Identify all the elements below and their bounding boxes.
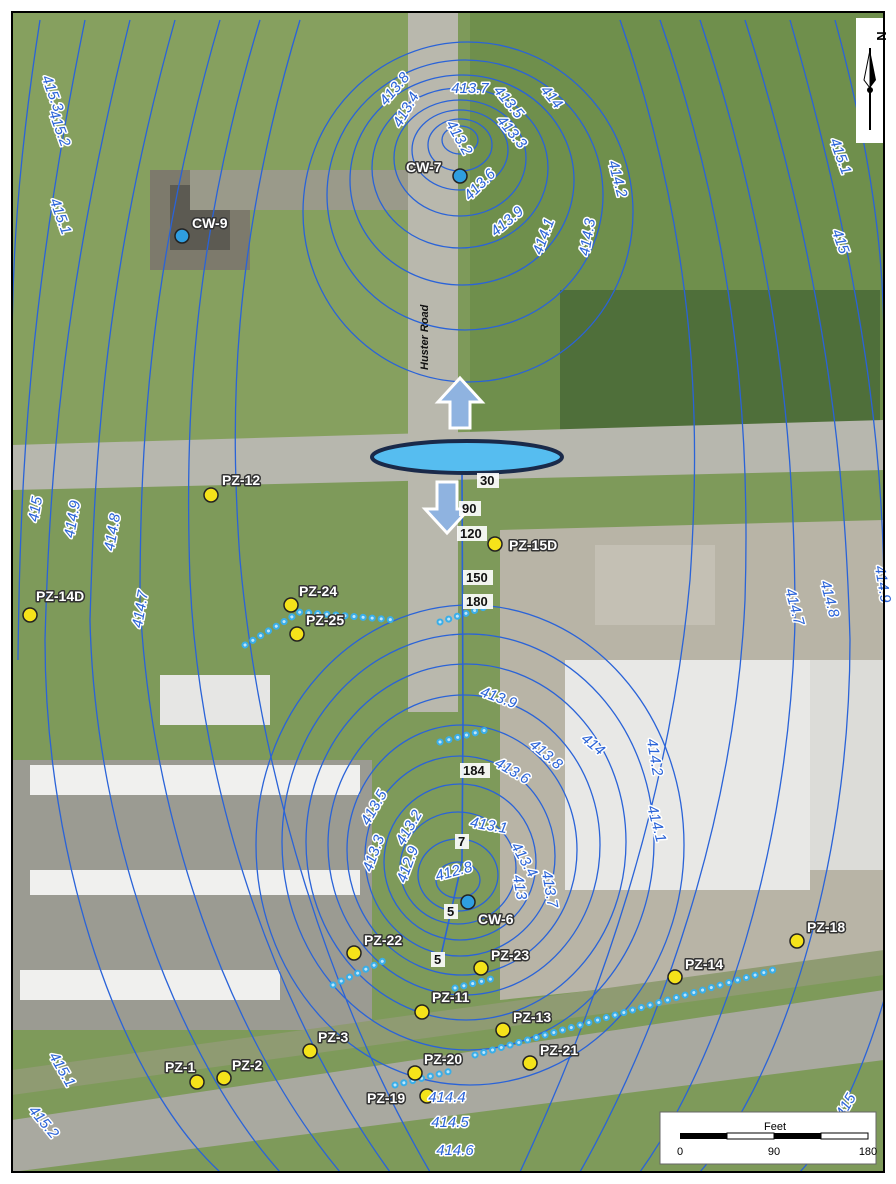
well-label-cw-6: CW-6 xyxy=(478,911,514,927)
contour-label: 413.7 xyxy=(451,80,489,97)
well-marker-pz-2 xyxy=(216,1070,232,1086)
well-label-pz-13: PZ-13 xyxy=(513,1009,551,1025)
well-label-pz-2: PZ-2 xyxy=(232,1057,263,1073)
well-label-pz-14d: PZ-14D xyxy=(36,588,84,604)
north-arrow: N xyxy=(856,18,889,143)
well-label-pz-25: PZ-25 xyxy=(306,612,344,628)
well-markers xyxy=(22,168,805,1104)
well-label-pz-12: PZ-12 xyxy=(222,472,260,488)
well-label-pz-24: PZ-24 xyxy=(299,583,337,599)
travel-time-label: 7 xyxy=(458,834,465,849)
well-label-pz-11: PZ-11 xyxy=(432,989,470,1005)
well-label-pz-18: PZ-18 xyxy=(807,919,845,935)
travel-time-label: 5 xyxy=(447,904,454,919)
contour-label: 414.6 xyxy=(436,1142,474,1159)
well-marker-pz-18 xyxy=(789,933,805,949)
well-marker-cw-6 xyxy=(460,894,476,910)
well-marker-pz-19 xyxy=(419,1088,435,1104)
travel-time-label: 120 xyxy=(460,526,482,541)
aerial-imagery xyxy=(12,12,884,1172)
well-label-pz-15d: PZ-15D xyxy=(509,537,557,553)
map-frame xyxy=(11,11,885,1173)
well-label-cw-9: CW-9 xyxy=(192,215,228,231)
scale-tick-0: 0 xyxy=(677,1146,683,1158)
contour-label: 414.4 xyxy=(428,1089,466,1106)
travel-time-labels: 30 90 120 150 180 184 7 5 5 xyxy=(431,473,499,967)
well-label-pz-20: PZ-20 xyxy=(424,1051,462,1067)
well-marker-pz-25 xyxy=(289,626,305,642)
well-label-pz-3: PZ-3 xyxy=(318,1029,349,1045)
well-marker-pz-20 xyxy=(407,1065,423,1081)
capture-zone-ellipse xyxy=(370,439,564,475)
well-marker-pz-22 xyxy=(346,945,362,961)
road-label: Huster Road xyxy=(419,304,431,370)
scale-tick-1: 90 xyxy=(768,1146,780,1158)
well-label-cw-7: CW-7 xyxy=(406,159,442,175)
well-marker-pz-21 xyxy=(522,1055,538,1071)
well-marker-cw-9 xyxy=(174,228,190,244)
well-marker-pz-13 xyxy=(495,1022,511,1038)
well-marker-pz-3 xyxy=(302,1043,318,1059)
well-marker-pz-24 xyxy=(283,597,299,613)
scale-bar: Feet 0 90 180 xyxy=(659,1111,877,1165)
well-label-pz-1: PZ-1 xyxy=(165,1059,196,1075)
contour-label: 414.5 xyxy=(431,1114,469,1131)
well-label-pz-19: PZ-19 xyxy=(367,1090,405,1106)
scale-tick-2: 180 xyxy=(859,1146,877,1158)
travel-time-label: 30 xyxy=(480,473,494,488)
well-marker-pz-11 xyxy=(414,1004,430,1020)
scale-unit-label: Feet xyxy=(764,1121,786,1133)
contour-lines xyxy=(12,19,884,1172)
well-label-pz-23: PZ-23 xyxy=(491,947,529,963)
well-marker-pz-1 xyxy=(189,1074,205,1090)
travel-time-label: 184 xyxy=(463,763,485,778)
well-label-pz-21: PZ-21 xyxy=(540,1042,578,1058)
well-marker-pz-23 xyxy=(473,960,489,976)
well-label-pz-14: PZ-14 xyxy=(685,956,723,972)
well-label-pz-22: PZ-22 xyxy=(364,932,402,948)
well-marker-pz-12 xyxy=(203,487,219,503)
flow-arrow-north xyxy=(434,375,486,430)
well-marker-cw-7 xyxy=(452,168,468,184)
travel-time-label: 180 xyxy=(466,594,488,609)
well-marker-pz-15d xyxy=(487,536,503,552)
well-marker-pz-14d xyxy=(22,607,38,623)
north-label: N xyxy=(874,31,889,40)
travel-time-label: 150 xyxy=(466,570,488,585)
well-marker-pz-14 xyxy=(667,969,683,985)
travel-time-label: 5 xyxy=(434,952,441,967)
travel-time-label: 90 xyxy=(462,501,476,516)
